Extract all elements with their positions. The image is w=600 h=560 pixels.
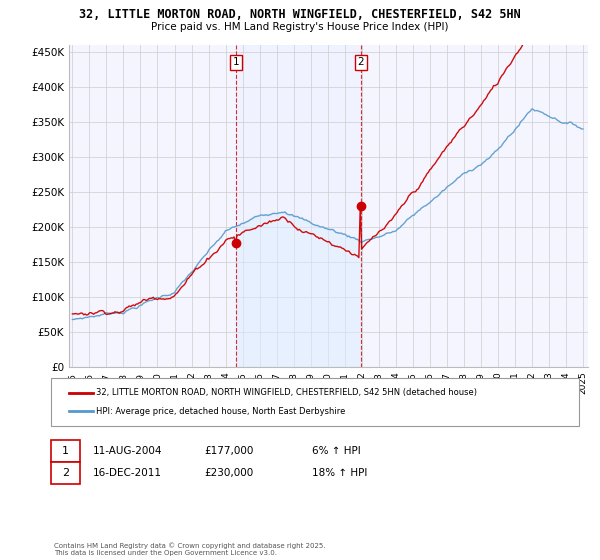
Text: 32, LITTLE MORTON ROAD, NORTH WINGFIELD, CHESTERFIELD, S42 5HN (detached house): 32, LITTLE MORTON ROAD, NORTH WINGFIELD,… — [96, 388, 477, 397]
Text: 11-AUG-2004: 11-AUG-2004 — [93, 446, 163, 456]
Text: Price paid vs. HM Land Registry's House Price Index (HPI): Price paid vs. HM Land Registry's House … — [151, 22, 449, 32]
Bar — [236, 45, 361, 367]
Text: 1: 1 — [62, 446, 69, 456]
Text: 18% ↑ HPI: 18% ↑ HPI — [312, 468, 367, 478]
Text: HPI: Average price, detached house, North East Derbyshire: HPI: Average price, detached house, Nort… — [96, 407, 346, 416]
Text: Contains HM Land Registry data © Crown copyright and database right 2025.
This d: Contains HM Land Registry data © Crown c… — [54, 542, 325, 556]
Text: 2: 2 — [358, 57, 364, 67]
Text: £230,000: £230,000 — [204, 468, 253, 478]
Text: 32, LITTLE MORTON ROAD, NORTH WINGFIELD, CHESTERFIELD, S42 5HN: 32, LITTLE MORTON ROAD, NORTH WINGFIELD,… — [79, 8, 521, 21]
Text: 1: 1 — [233, 57, 239, 67]
Text: £177,000: £177,000 — [204, 446, 253, 456]
Text: 6% ↑ HPI: 6% ↑ HPI — [312, 446, 361, 456]
Text: 2: 2 — [62, 468, 69, 478]
Text: 16-DEC-2011: 16-DEC-2011 — [93, 468, 162, 478]
